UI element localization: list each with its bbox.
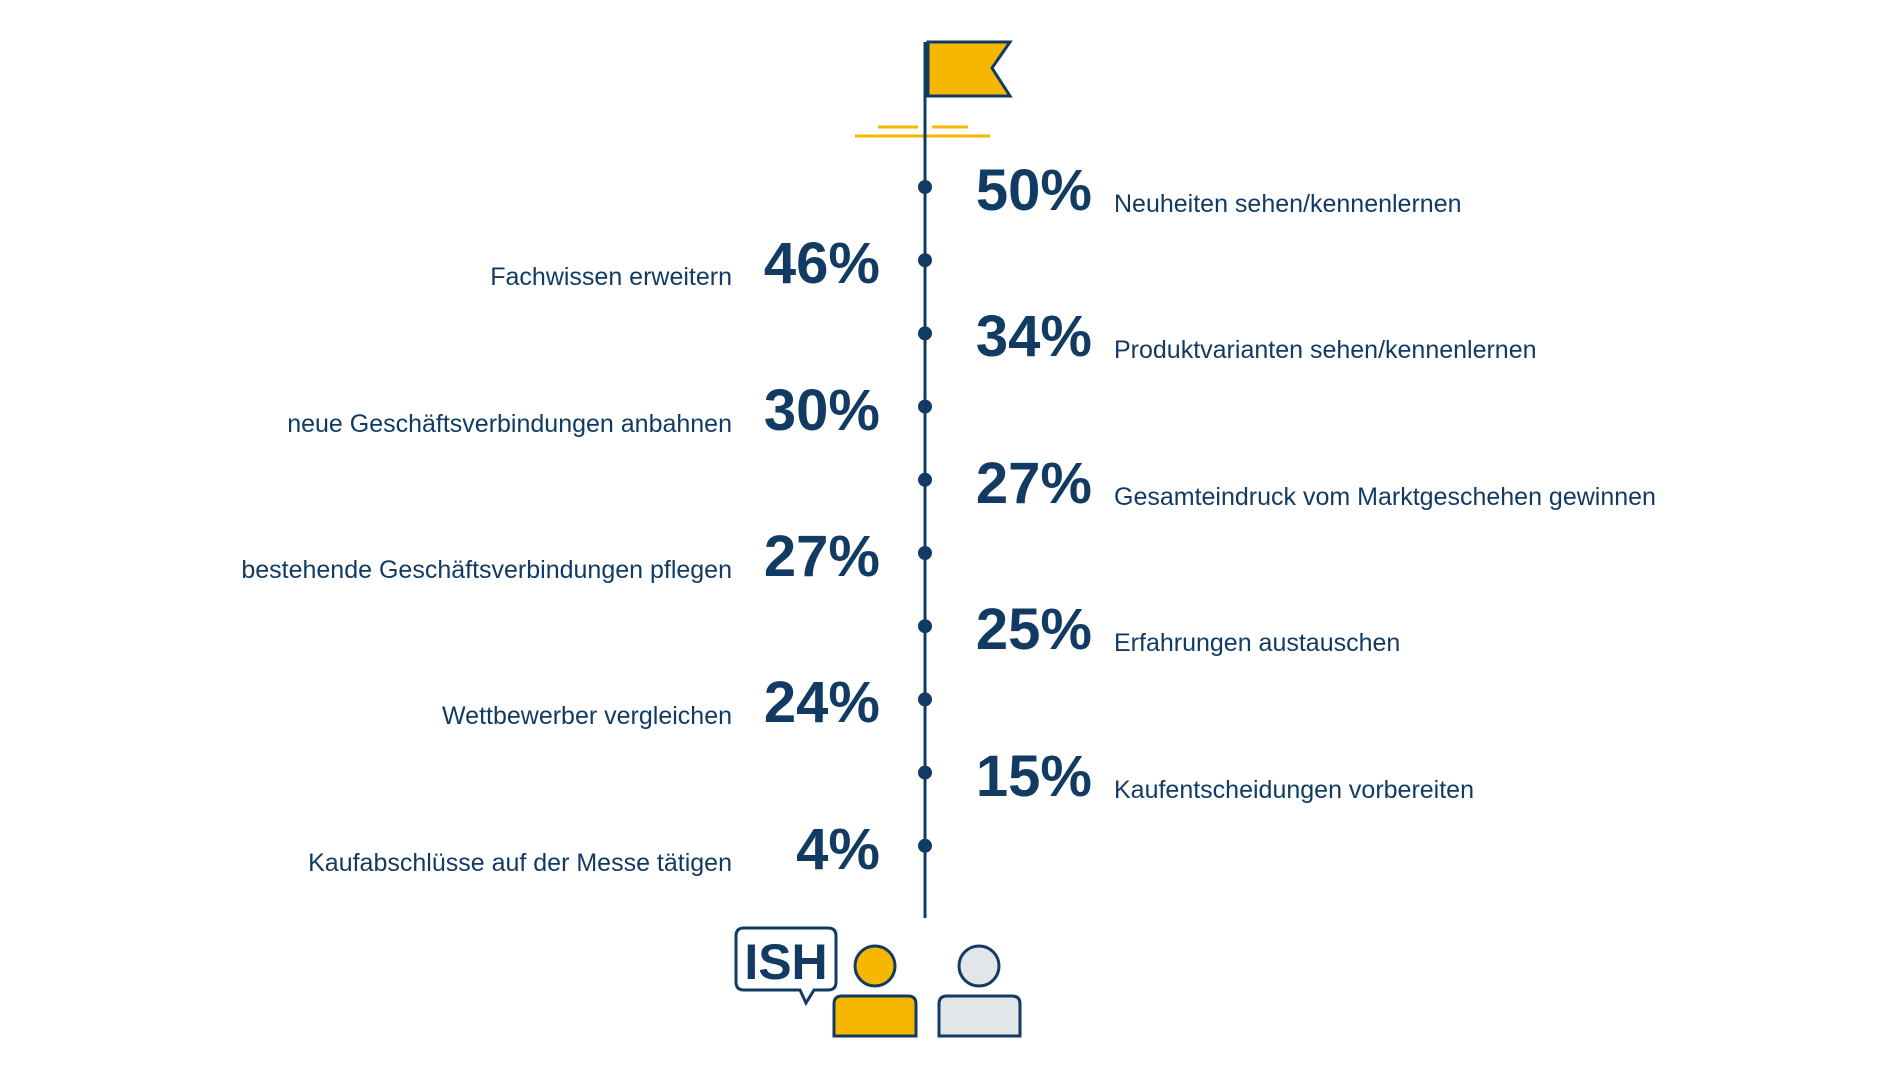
value-label: 30% [763,377,880,443]
category-label: bestehende Geschäftsverbindungen pflegen [241,556,732,584]
timeline-dot [918,326,932,341]
timeline-dots [918,180,932,853]
value-label: 34% [975,304,1092,370]
category-label: neue Geschäftsverbindungen anbahnen [287,409,732,438]
value-label: 27% [975,450,1092,516]
value-label: 27% [763,524,880,589]
person-visitor-head [853,944,897,988]
category-label: Wettbewerber vergleichen [442,702,732,731]
person-visitor-icon [832,944,918,1038]
person-visitor-body [832,994,918,1038]
flag-icon [855,40,1013,138]
timeline-dot [918,180,932,194]
speech-bubble-outline [734,926,838,1007]
timeline-dot [918,838,932,853]
person-other-icon [937,944,1022,1038]
timeline-dot [918,399,932,414]
category-label: Produktvarianten sehen/kennenlernen [1114,336,1537,365]
person-other-body [937,994,1022,1038]
value-label: 50% [975,158,1092,223]
value-label: 4% [796,816,880,882]
category-label: Erfahrungen austauschen [1114,629,1401,658]
timeline-dot [918,765,932,780]
timeline-dot [918,472,932,487]
category-label: Fachwissen erweitern [490,263,732,292]
value-label: 25% [975,597,1092,663]
value-label: 24% [763,670,880,736]
timeline-dot [918,619,932,634]
timeline-dot [918,692,932,707]
category-label: Gesamteindruck vom Marktgeschehen gewinn… [1114,482,1656,511]
timeline-dot [918,253,932,268]
person-other-head [957,944,1001,988]
category-label: Neuheiten sehen/kennenlernen [1114,190,1462,218]
value-label: 46% [763,231,880,297]
value-label: 15% [975,743,1092,809]
category-label: Kaufabschlüsse auf der Messe tätigen [308,848,732,877]
category-label: Kaufentscheidungen vorbereiten [1114,775,1474,804]
logo-text: ISH [744,934,827,990]
flag-cloth [926,40,1013,98]
timeline-dot [918,546,932,560]
speech-bubble-icon: ISH [734,926,838,1007]
